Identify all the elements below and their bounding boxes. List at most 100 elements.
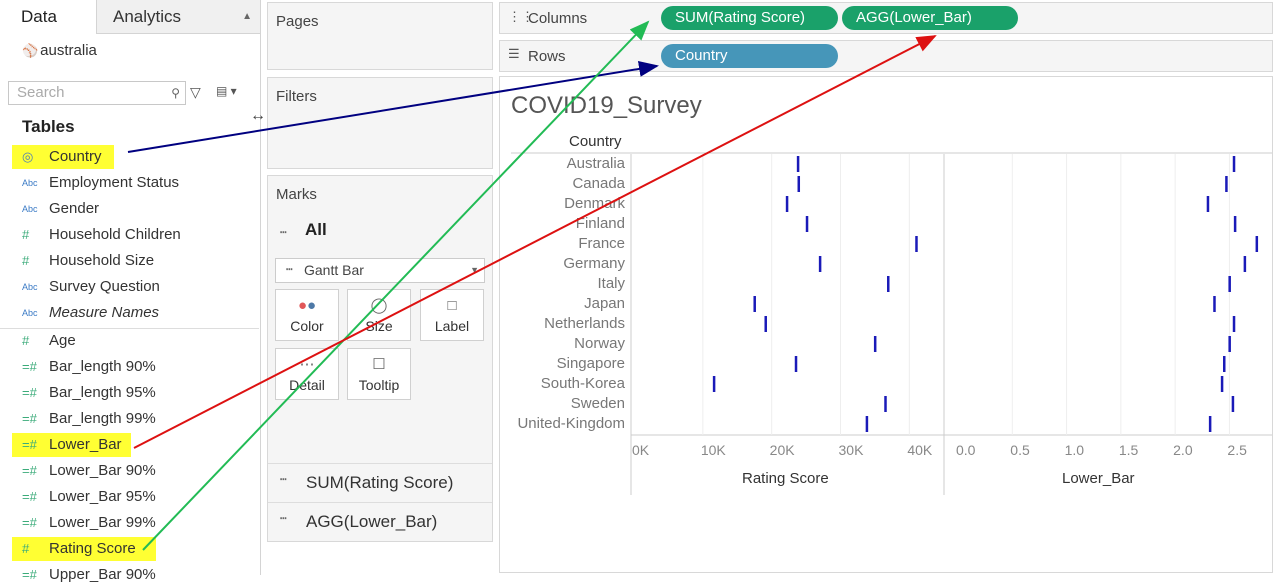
field-label: Household Size	[49, 252, 155, 269]
hash-icon: #	[22, 253, 30, 268]
gantt-mark	[712, 376, 716, 392]
gantt-mark	[753, 296, 756, 312]
x-tick-label: 1.0	[1064, 442, 1085, 458]
resize-handle-icon[interactable]: ↔	[250, 107, 266, 124]
field-label: Bar_length 95%	[49, 384, 156, 401]
highlight	[12, 433, 131, 457]
field-label: Measure Names	[49, 304, 160, 321]
field-label: Rating Score	[49, 540, 136, 557]
gantt-mark	[884, 396, 887, 412]
calc-icon: =#	[22, 385, 37, 400]
x-tick-label: 10K	[700, 442, 726, 458]
field-item[interactable]: # Age	[0, 328, 259, 354]
gantt-mark	[1213, 296, 1216, 312]
columns-pill-lower-bar[interactable]: AGG(Lower_Bar)	[842, 6, 1018, 30]
gantt-mark	[1228, 336, 1231, 352]
data-source[interactable]: ⚾ australia	[22, 42, 97, 59]
field-divider	[0, 328, 259, 329]
x-axis-title-lower-bar: Lower_Bar	[1062, 470, 1135, 487]
tables-heading: Tables	[22, 117, 75, 136]
gantt-mark	[887, 276, 890, 292]
columns-icon: ⋮⋮	[508, 9, 534, 24]
x-tick-label: 0.0	[956, 442, 976, 458]
field-label: Lower_Bar 90%	[49, 462, 156, 479]
gantt-mark	[1232, 316, 1236, 332]
field-label: Country	[49, 148, 102, 165]
gantt-mark	[865, 416, 869, 432]
tab-menu-icon[interactable]: ▲	[242, 11, 252, 22]
calc-icon: =#	[22, 437, 37, 452]
gantt-mark	[785, 196, 789, 212]
globe-icon: ◎	[22, 149, 34, 164]
field-item[interactable]: Abc Measure Names	[0, 300, 259, 326]
field-item[interactable]: ◎ Country	[0, 144, 259, 170]
x-tick-label: 2.0	[1173, 442, 1193, 458]
field-item[interactable]: =# Lower_Bar	[0, 432, 259, 458]
gantt-mark	[797, 176, 801, 192]
field-item[interactable]: # Household Size	[0, 248, 259, 274]
gantt-mark	[1243, 256, 1247, 272]
gantt-mark	[796, 156, 800, 172]
highlight	[12, 145, 115, 169]
x-tick-label: 0K	[632, 442, 650, 458]
field-item[interactable]: =# Bar_length 95%	[0, 380, 259, 406]
gantt-mark	[1223, 356, 1226, 372]
gantt-mark	[1225, 176, 1228, 192]
field-item[interactable]: Abc Survey Question	[0, 274, 259, 300]
x-tick-label: 0.5	[1010, 442, 1030, 458]
field-item[interactable]: # Rating Score	[0, 536, 259, 562]
abc-icon: Abc	[22, 204, 38, 214]
abc-icon: Abc	[22, 282, 38, 292]
x-tick-label: 30K	[838, 442, 864, 458]
field-item[interactable]: =# Lower_Bar 95%	[0, 484, 259, 510]
field-label: Lower_Bar	[49, 436, 122, 453]
gantt-mark	[1208, 416, 1212, 432]
field-item[interactable]: =# Lower_Bar 99%	[0, 510, 259, 536]
gantt-mark	[794, 356, 798, 372]
highlight	[12, 537, 156, 561]
field-label: Gender	[49, 200, 100, 217]
calc-icon: =#	[22, 463, 37, 478]
x-axis-title-rating-score: Rating Score	[742, 470, 829, 487]
gantt-mark	[805, 216, 809, 232]
field-item[interactable]: =# Lower_Bar 90%	[0, 458, 259, 484]
field-label: Bar_length 90%	[49, 358, 156, 375]
gantt-mark	[1220, 376, 1224, 392]
x-tick-label: 20K	[769, 442, 795, 458]
gantt-mark	[873, 336, 877, 352]
calc-icon: =#	[22, 489, 37, 504]
field-label: Lower_Bar 99%	[49, 514, 156, 531]
gantt-mark	[1255, 236, 1259, 252]
gantt-mark	[764, 316, 767, 332]
gantt-mark	[1206, 196, 1210, 212]
field-label: Bar_length 99%	[49, 410, 156, 427]
calc-icon: =#	[22, 411, 37, 426]
gantt-mark	[1231, 396, 1235, 412]
gantt-chart	[511, 152, 1272, 495]
gantt-mark	[1232, 156, 1236, 172]
tab-data[interactable]: Data	[0, 0, 96, 34]
gantt-mark	[818, 256, 822, 272]
hash-icon: #	[22, 333, 30, 348]
calc-icon: =#	[22, 359, 37, 374]
x-tick-label: 40K	[907, 442, 933, 458]
field-label: Lower_Bar 95%	[49, 488, 156, 505]
abc-icon: Abc	[22, 308, 38, 318]
hash-icon: #	[22, 227, 30, 242]
x-tick-label: 1.5	[1118, 442, 1139, 458]
gantt-mark	[1228, 276, 1231, 292]
tab-analytics-label: Analytics	[113, 7, 182, 26]
field-item[interactable]: =# Bar_length 99%	[0, 406, 259, 432]
gantt-mark	[915, 236, 918, 252]
field-item[interactable]: Abc Gender	[0, 196, 259, 222]
gantt-mark	[1233, 216, 1237, 232]
data-source-name: australia	[40, 42, 97, 59]
columns-pill-rating-score[interactable]: SUM(Rating Score)	[661, 6, 838, 30]
abc-icon: Abc	[22, 178, 38, 188]
field-label: Survey Question	[49, 278, 160, 295]
field-label: Age	[49, 332, 76, 349]
field-item[interactable]: =# Bar_length 90%	[0, 354, 259, 380]
calc-icon: =#	[22, 515, 37, 530]
database-icon: ⚾	[22, 43, 39, 58]
x-tick-label: 2.5	[1227, 442, 1247, 458]
